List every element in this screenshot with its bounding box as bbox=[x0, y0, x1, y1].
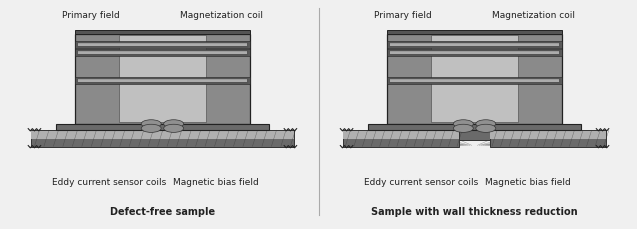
Bar bbox=[387, 78, 562, 84]
Bar bbox=[431, 36, 519, 122]
Bar bbox=[31, 132, 294, 139]
Bar bbox=[490, 132, 606, 139]
Text: Defect-free sample: Defect-free sample bbox=[110, 207, 215, 216]
Text: Magnetization coil: Magnetization coil bbox=[492, 11, 575, 20]
Ellipse shape bbox=[476, 120, 496, 128]
Text: Magnetization coil: Magnetization coil bbox=[180, 11, 263, 20]
Text: Primary field: Primary field bbox=[374, 11, 432, 20]
Bar bbox=[387, 31, 562, 35]
Bar bbox=[490, 130, 606, 147]
Ellipse shape bbox=[141, 120, 161, 128]
Text: Eddy current sensor coils: Eddy current sensor coils bbox=[364, 177, 478, 186]
Bar bbox=[78, 52, 247, 55]
Ellipse shape bbox=[454, 125, 473, 133]
Bar bbox=[75, 78, 250, 84]
Bar bbox=[56, 125, 269, 130]
Bar bbox=[31, 130, 294, 147]
Bar bbox=[459, 130, 490, 140]
Bar bbox=[390, 44, 559, 47]
Bar bbox=[368, 125, 581, 130]
Text: Primary field: Primary field bbox=[62, 11, 120, 20]
Ellipse shape bbox=[141, 125, 161, 133]
Bar bbox=[78, 79, 247, 83]
Ellipse shape bbox=[476, 125, 496, 133]
Bar bbox=[387, 42, 562, 48]
Bar bbox=[387, 35, 562, 125]
Bar bbox=[118, 36, 206, 122]
Bar bbox=[390, 52, 559, 55]
Bar bbox=[343, 132, 459, 139]
Bar bbox=[78, 44, 247, 47]
Bar bbox=[75, 31, 250, 35]
Text: Sample with wall thickness reduction: Sample with wall thickness reduction bbox=[371, 207, 578, 216]
Text: Eddy current sensor coils: Eddy current sensor coils bbox=[52, 177, 166, 186]
Ellipse shape bbox=[164, 120, 183, 128]
Ellipse shape bbox=[164, 125, 183, 133]
Ellipse shape bbox=[454, 120, 473, 128]
Bar bbox=[387, 50, 562, 56]
Bar bbox=[390, 79, 559, 83]
Text: Magnetic bias field: Magnetic bias field bbox=[485, 177, 571, 186]
Text: Magnetic bias field: Magnetic bias field bbox=[173, 177, 259, 186]
Bar bbox=[75, 50, 250, 56]
Bar bbox=[75, 35, 250, 125]
Bar bbox=[75, 42, 250, 48]
Bar bbox=[343, 130, 459, 147]
